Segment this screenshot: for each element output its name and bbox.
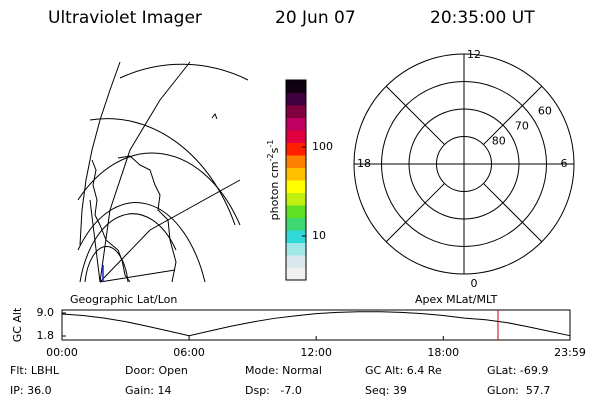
polar-hour-label: 12: [467, 48, 481, 61]
polar-plot: 60 70 80 0 6 12 18: [353, 48, 575, 290]
colorbar-frame: [285, 79, 307, 281]
polar-ring-label: 80: [492, 134, 506, 147]
colorbar: 10 100: [285, 79, 333, 281]
colorbar-tick-label: 10: [312, 229, 326, 242]
colorbar-swatch: [286, 230, 306, 243]
y-tick-label: 9.0: [37, 306, 55, 319]
map-label: Geographic Lat/Lon: [70, 293, 177, 306]
colorbar-swatch: [286, 142, 306, 156]
status-field: GLon: 57.7: [487, 384, 550, 397]
status-field: Flt: LBHL: [10, 364, 60, 377]
x-tick-label: 18:00: [427, 346, 459, 359]
status-field: Mode: Normal: [245, 364, 322, 377]
colorbar-label-part: s: [268, 147, 281, 153]
colorbar-swatch: [286, 267, 306, 281]
x-tick-label: 06:00: [173, 346, 205, 359]
polar-label: Apex MLat/MLT: [415, 293, 498, 306]
status-field: Seq: 39: [365, 384, 407, 397]
altitude-line: [61, 311, 571, 337]
colorbar-swatch: [286, 80, 306, 93]
polar-ring-label: 70: [515, 119, 529, 132]
polar-spoke: [483, 85, 543, 145]
colorbar-swatch: [286, 217, 306, 231]
altitude-plot-frame: [61, 309, 571, 341]
colorbar-swatch: [286, 92, 306, 106]
colorbar-swatch: [286, 167, 306, 181]
colorbar-swatch: [286, 130, 306, 143]
polar-spoke: [385, 85, 445, 145]
x-tick-label: 00:00: [46, 346, 78, 359]
time: 20:35:00 UT: [430, 8, 535, 28]
colorbar-swatch: [286, 242, 306, 256]
status-field: Door: Open: [125, 364, 188, 377]
polar-spoke: [483, 183, 543, 243]
x-tick-label: 23:59: [554, 346, 586, 359]
date: 20 Jun 07: [275, 8, 356, 28]
instrument-title: Ultraviolet Imager: [48, 8, 202, 28]
colorbar-label-part: -2: [266, 153, 275, 161]
x-tick-label: 12:00: [300, 346, 332, 359]
status-field: Dsp: -7.0: [245, 384, 302, 397]
status-field: IP: 36.0: [10, 384, 52, 397]
y-axis-label: GC Alt: [11, 307, 24, 342]
status-field: GLat: -69.9: [487, 364, 548, 377]
geographic-map: [77, 61, 249, 283]
polar-hour-label: 6: [561, 157, 568, 170]
y-tick-label: 1.8: [37, 329, 55, 342]
polar-spoke: [385, 183, 445, 243]
colorbar-label-part: -1: [266, 140, 275, 148]
colorbar-swatch: [286, 117, 306, 131]
colorbar-swatch: [286, 205, 306, 218]
colorbar-swatch: [286, 255, 306, 268]
colorbar-tick-label: 100: [312, 140, 333, 153]
polar-hour-label: 0: [471, 277, 478, 290]
colorbar-label: photon cm-2s-1: [266, 140, 282, 221]
colorbar-swatch: [286, 155, 306, 168]
polar-hour-label: 18: [357, 157, 371, 170]
colorbar-label-part: photon cm: [268, 161, 281, 220]
colorbar-swatch: [286, 180, 306, 193]
colorbar-swatch: [286, 192, 306, 206]
status-field: GC Alt: 6.4 Re: [365, 364, 442, 377]
polar-ring-label: 60: [538, 104, 552, 117]
status-panel: Flt: LBHL Door: Open Mode: Normal GC Alt: 6…: [10, 364, 550, 397]
status-field: Gain: 14: [125, 384, 172, 397]
altitude-plot: 1.8 9.0 00:00 06:00 12:00 18:00 23:59: [37, 306, 586, 359]
colorbar-swatch: [286, 105, 306, 118]
